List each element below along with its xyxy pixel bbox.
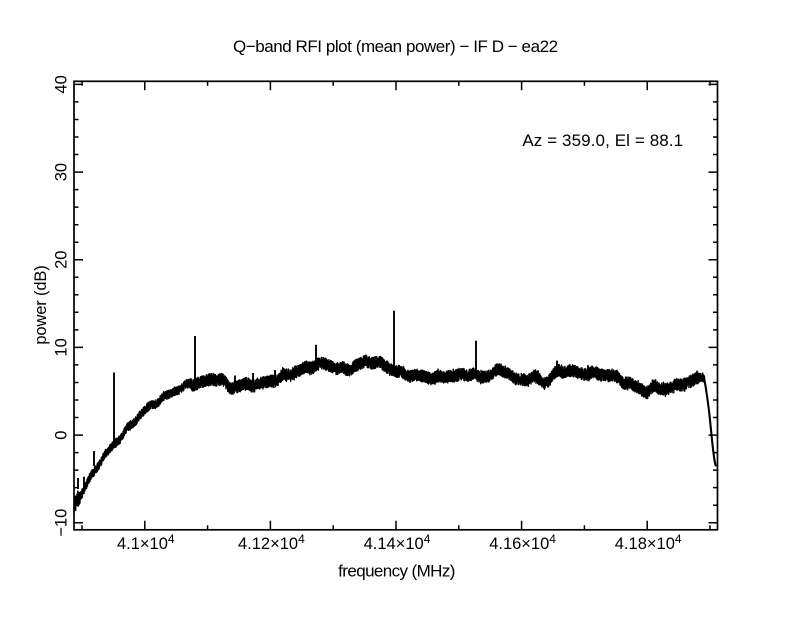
svg-text:10: 10	[53, 338, 71, 356]
svg-text:4.18×104: 4.18×104	[615, 532, 682, 553]
svg-text:power (dB): power (dB)	[32, 265, 50, 344]
svg-text:40: 40	[53, 75, 71, 93]
svg-text:4.12×104: 4.12×104	[238, 532, 305, 553]
svg-text:30: 30	[53, 163, 71, 181]
svg-text:4.1×104: 4.1×104	[117, 532, 175, 553]
svg-text:0: 0	[53, 431, 71, 440]
svg-text:4.16×104: 4.16×104	[489, 532, 556, 553]
svg-text:4.14×104: 4.14×104	[364, 532, 431, 553]
svg-text:Q−band RFI plot (mean power) −: Q−band RFI plot (mean power) − IF D − ea…	[233, 37, 558, 56]
svg-text:frequency (MHz): frequency (MHz)	[338, 561, 455, 580]
svg-text:20: 20	[53, 251, 71, 269]
svg-text:−10: −10	[53, 509, 71, 537]
svg-text:Az = 359.0, El = 88.1: Az = 359.0, El = 88.1	[522, 131, 683, 150]
